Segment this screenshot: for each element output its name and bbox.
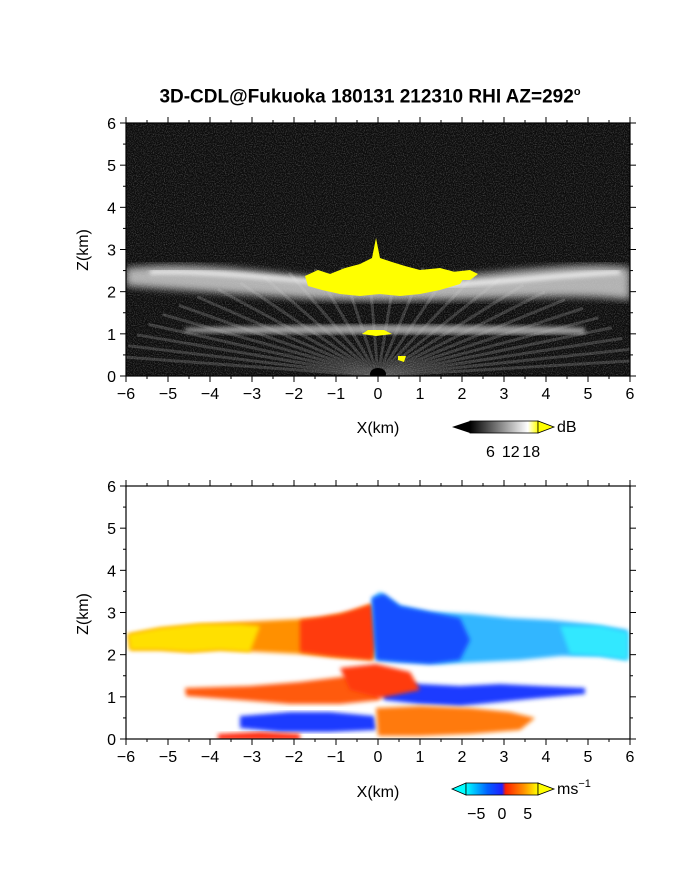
mid-right-band xyxy=(380,682,585,706)
x-tick-label: −1 xyxy=(327,386,345,403)
x-tick-label: −6 xyxy=(117,749,135,766)
axes: −6 −5 −4 −3 −2 −1 0 1 2 3 4 5 6 0 1 2 3 4 5 6 xyxy=(107,479,636,766)
x-tick-label: 4 xyxy=(542,749,551,766)
x-tick-label: 1 xyxy=(416,386,425,403)
x-tick-label: −3 xyxy=(243,386,261,403)
x-tick-label: −5 xyxy=(159,386,177,403)
y-tick-label: 2 xyxy=(107,285,116,302)
y-tick-label: 6 xyxy=(107,116,116,133)
x-tick-label: −3 xyxy=(243,749,261,766)
x-tick-label: 5 xyxy=(584,386,593,403)
x-tick-label: 5 xyxy=(584,749,593,766)
lower-layer xyxy=(185,324,585,335)
y-tick-label: 5 xyxy=(107,158,116,175)
y-tick-label: 2 xyxy=(107,648,116,665)
x-tick-label: −4 xyxy=(201,386,219,403)
y-axis-label: Z(km) xyxy=(75,229,92,271)
y-tick-label: 4 xyxy=(107,563,116,580)
colorbar: 6 12 18 dB xyxy=(452,419,577,461)
mid-left-band xyxy=(185,676,380,704)
x-tick-label: 0 xyxy=(374,749,383,766)
chart-title: 3D-CDL@Fukuoka 180131 212310 RHI AZ=292o xyxy=(159,86,581,108)
y-tick-label: 1 xyxy=(107,690,116,707)
colorbar-unit: ms−1 xyxy=(557,778,591,798)
y-tick-label: 6 xyxy=(107,479,116,496)
x-tick-label: 2 xyxy=(458,749,467,766)
y-tick-label: 4 xyxy=(107,200,116,217)
x-tick-label: 3 xyxy=(500,386,509,403)
echo-field xyxy=(126,238,630,376)
x-tick-label: −4 xyxy=(201,749,219,766)
y-axis-label: Z(km) xyxy=(75,593,92,635)
colorbar-tick: −5 xyxy=(467,806,485,823)
y-tick-label: 0 xyxy=(107,732,116,749)
x-tick-label: 2 xyxy=(458,386,467,403)
x-tick-label: −1 xyxy=(327,749,345,766)
x-tick-label: 3 xyxy=(500,749,509,766)
x-axis-label: X(km) xyxy=(357,784,400,801)
x-tick-label: −2 xyxy=(285,749,303,766)
colorbar-tick: 18 xyxy=(522,444,540,461)
x-tick-label: 6 xyxy=(626,386,635,403)
x-tick-label: −5 xyxy=(159,749,177,766)
colorbar-tick: 5 xyxy=(523,806,532,823)
radar-site xyxy=(370,368,386,376)
y-tick-label: 1 xyxy=(107,327,116,344)
low-left-band xyxy=(240,712,376,732)
colorbar-tick: 0 xyxy=(498,806,507,823)
colorbar: −5 0 5 ms−1 xyxy=(450,778,591,823)
y-tick-label: 3 xyxy=(107,243,116,260)
low-right-band xyxy=(376,706,535,736)
colorbar-unit: dB xyxy=(557,419,577,436)
panel-velocity: −6 −5 −4 −3 −2 −1 0 1 2 3 4 5 6 0 1 2 3 4 5 6 X(km) Z(km) −… xyxy=(75,479,636,823)
x-tick-label: −6 xyxy=(117,386,135,403)
axes: −6 −5 −4 −3 −2 −1 0 1 2 3 4 5 6 0 1 2 3 4 5 6 xyxy=(107,116,636,403)
x-tick-label: −2 xyxy=(285,386,303,403)
x-axis-label: X(km) xyxy=(357,420,400,437)
x-tick-label: 0 xyxy=(374,386,383,403)
y-tick-label: 3 xyxy=(107,606,116,623)
core xyxy=(305,238,478,362)
y-tick-label: 0 xyxy=(107,369,116,386)
colorbar-tick: 12 xyxy=(502,444,520,461)
velocity-field xyxy=(128,592,628,739)
x-tick-label: 4 xyxy=(542,386,551,403)
colorbar-tick: 6 xyxy=(486,444,495,461)
x-tick-label: 1 xyxy=(416,749,425,766)
x-tick-label: 6 xyxy=(626,749,635,766)
y-tick-label: 5 xyxy=(107,521,116,538)
